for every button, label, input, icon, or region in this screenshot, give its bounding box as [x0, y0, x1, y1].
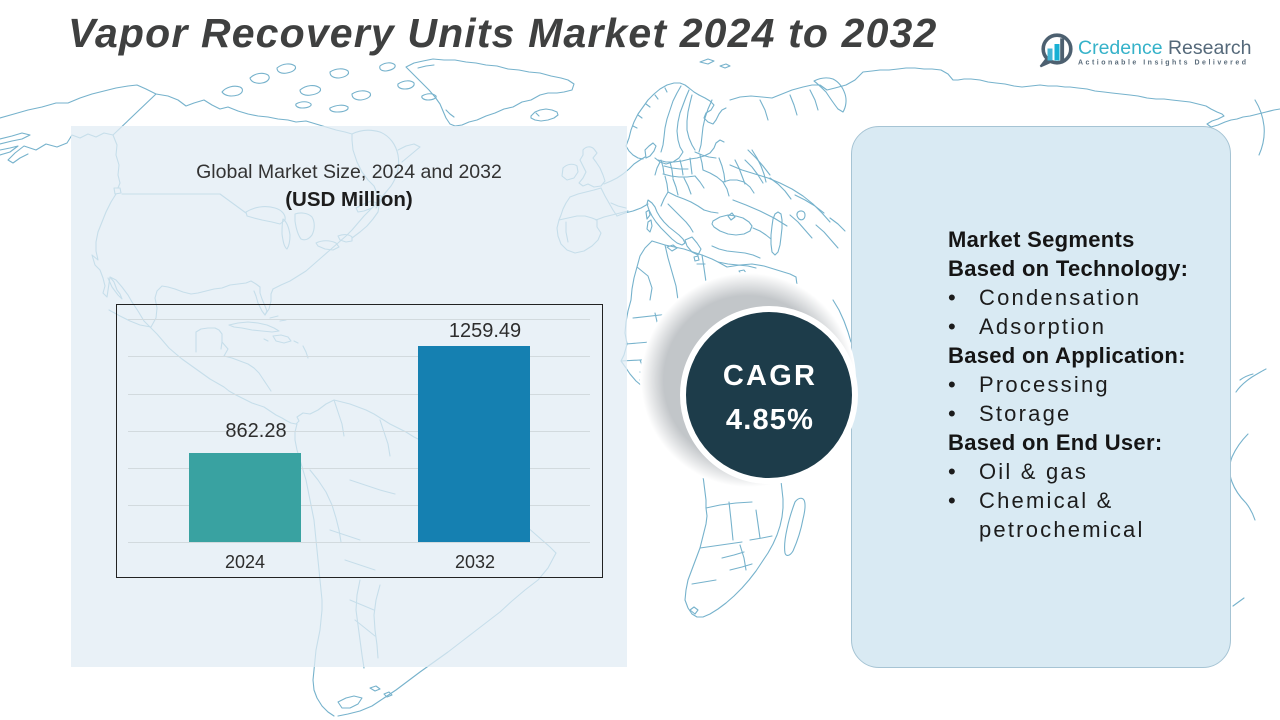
svg-text:Actionable Insights Delivered: Actionable Insights Delivered — [1078, 60, 1249, 67]
svg-text:Credence Research: Credence Research — [1078, 37, 1251, 59]
